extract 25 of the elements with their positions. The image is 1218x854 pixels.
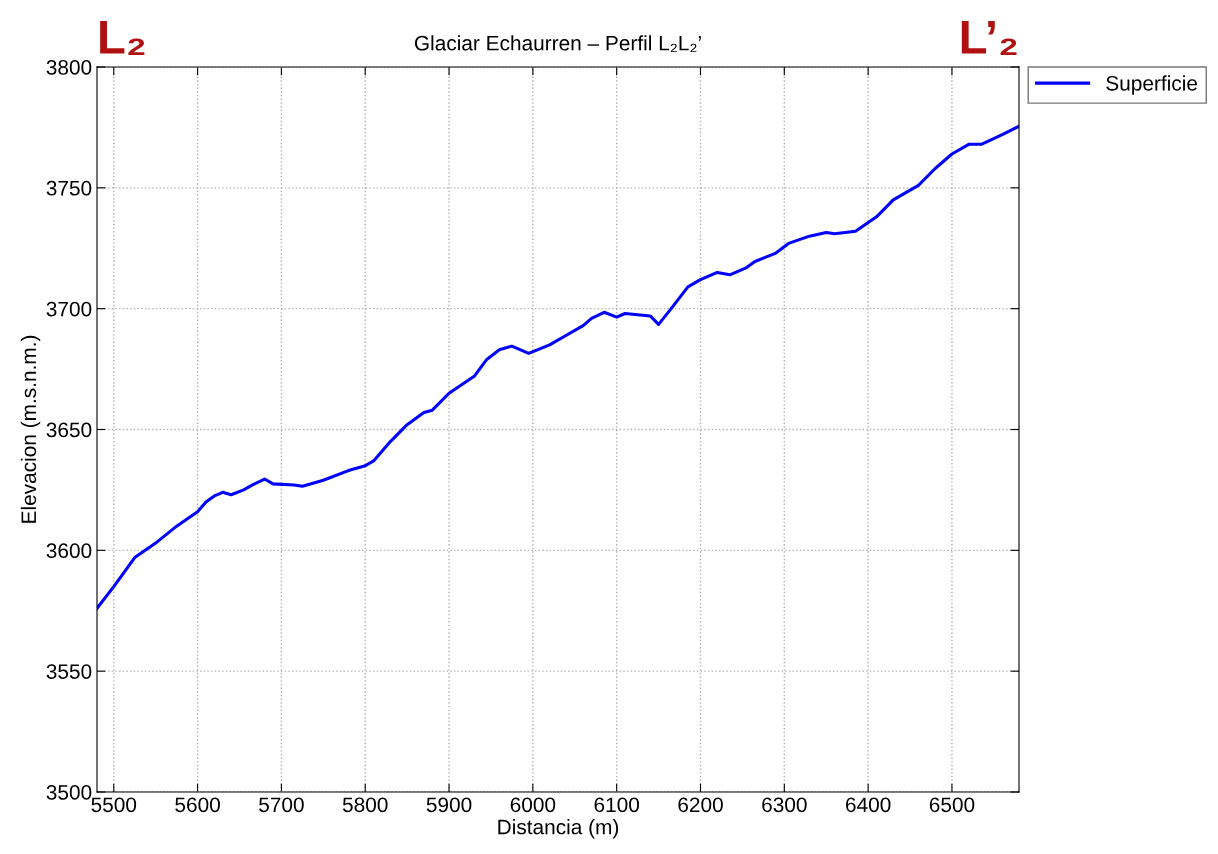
x-tick-label: 6400 [846, 797, 891, 813]
x-tick-label: 5700 [259, 797, 304, 813]
text: L₂ [100, 21, 145, 56]
y-tick-label: 3800 [46, 60, 92, 75]
y-tick-label: 3750 [46, 180, 92, 196]
x-tick-label: 5600 [175, 797, 220, 813]
x-tick-label: 6100 [594, 797, 640, 813]
x-tick-label: 6300 [762, 797, 807, 813]
y-tick-label: 3550 [46, 664, 92, 679]
legend-label: Superficie [1106, 75, 1198, 95]
x-tick-label: 6000 [510, 797, 556, 813]
text: L’₂ [961, 21, 1017, 56]
y-tick-label: 3500 [46, 785, 92, 800]
chart-title: Glaciar Echaurren – Perfil L₂L₂’ [414, 35, 701, 53]
x-tick-label: 6200 [678, 797, 723, 813]
y-tick-label: 3600 [46, 543, 92, 559]
line-series [97, 124, 1019, 610]
x-tick-label: 5800 [342, 797, 388, 813]
y-tick-label: 3650 [46, 422, 92, 438]
y-axis-title: Elevacion (m.s.n.m.) [20, 335, 41, 523]
x-tick-label: 5500 [91, 797, 137, 813]
x-tick-label: 6500 [929, 797, 975, 813]
x-axis-title: Distancia (m) [498, 819, 619, 839]
x-tick-label: 5900 [426, 797, 472, 813]
y-tick-label: 3700 [46, 301, 92, 317]
